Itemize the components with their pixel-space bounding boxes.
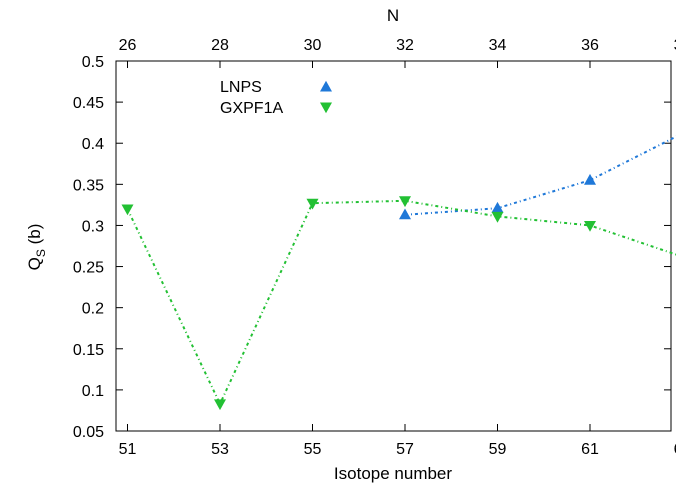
legend-label-lnps: LNPS <box>220 79 262 96</box>
y-axis-title-subscript: S <box>34 249 48 257</box>
legend: LNPS GXPF1A <box>220 79 332 117</box>
ticks <box>116 60 671 432</box>
y-tick-label: 0.4 <box>82 136 104 153</box>
data-point-lnps <box>491 201 504 213</box>
x-tick-label: 63 <box>674 441 676 458</box>
legend-marker-lnps <box>320 80 332 92</box>
x-tick-label: 55 <box>304 441 322 458</box>
data-point-gxpf1a <box>491 211 504 223</box>
top-tick-label: 30 <box>304 37 322 54</box>
top-tick-label: 28 <box>211 37 229 54</box>
x-axis-title: Isotope number <box>334 464 452 483</box>
series-lnps <box>399 135 676 220</box>
plot-frame-rect <box>115 60 672 432</box>
data-point-gxpf1a <box>399 196 411 208</box>
data-point-gxpf1a <box>121 204 134 216</box>
y-tick-label: 0.05 <box>73 424 104 441</box>
y-tick-label: 0.15 <box>73 342 104 359</box>
series-layer <box>121 135 676 411</box>
x-tick-label: 53 <box>211 441 229 458</box>
data-point-lnps <box>399 208 411 220</box>
series-line-lnps <box>404 135 676 216</box>
y-axis-title-main: Q <box>25 257 44 270</box>
data-point-gxpf1a <box>214 399 226 411</box>
data-point-gxpf1a <box>584 220 596 232</box>
top-tick-label: 32 <box>396 37 414 54</box>
x-tick-label: 57 <box>396 441 414 458</box>
y-tick-label: 0.25 <box>73 260 104 277</box>
x-tick-label: 51 <box>119 441 137 458</box>
y-tick-label: 0.2 <box>82 301 104 318</box>
top-tick-label: 34 <box>489 37 507 54</box>
y-tick-label: 0.5 <box>82 54 104 71</box>
data-point-lnps <box>584 173 596 185</box>
top-tick-label: 38 <box>674 37 676 54</box>
data-point-gxpf1a <box>306 198 319 210</box>
y-axis-title-unit: (b) <box>25 224 44 250</box>
x-tick-label: 61 <box>581 441 599 458</box>
series-line-gxpf1a <box>126 199 676 407</box>
plot-frame <box>115 60 672 432</box>
y-tick-label: 0.35 <box>73 177 104 194</box>
tick-labels: 515355575961636526283032343638400.050.10… <box>73 37 676 458</box>
y-tick-label: 0.1 <box>82 383 104 400</box>
top-axis-title: N <box>387 6 399 25</box>
top-tick-label: 26 <box>119 37 137 54</box>
legend-label-gxpf1a: GXPF1A <box>220 100 283 117</box>
y-tick-label: 0.3 <box>82 218 104 235</box>
y-axis-title: QS (b) <box>25 224 48 271</box>
legend-marker-gxpf1a <box>320 102 332 114</box>
x-tick-label: 59 <box>489 441 507 458</box>
y-tick-label: 0.45 <box>73 95 104 112</box>
series-gxpf1a <box>121 196 676 411</box>
top-tick-label: 36 <box>581 37 599 54</box>
